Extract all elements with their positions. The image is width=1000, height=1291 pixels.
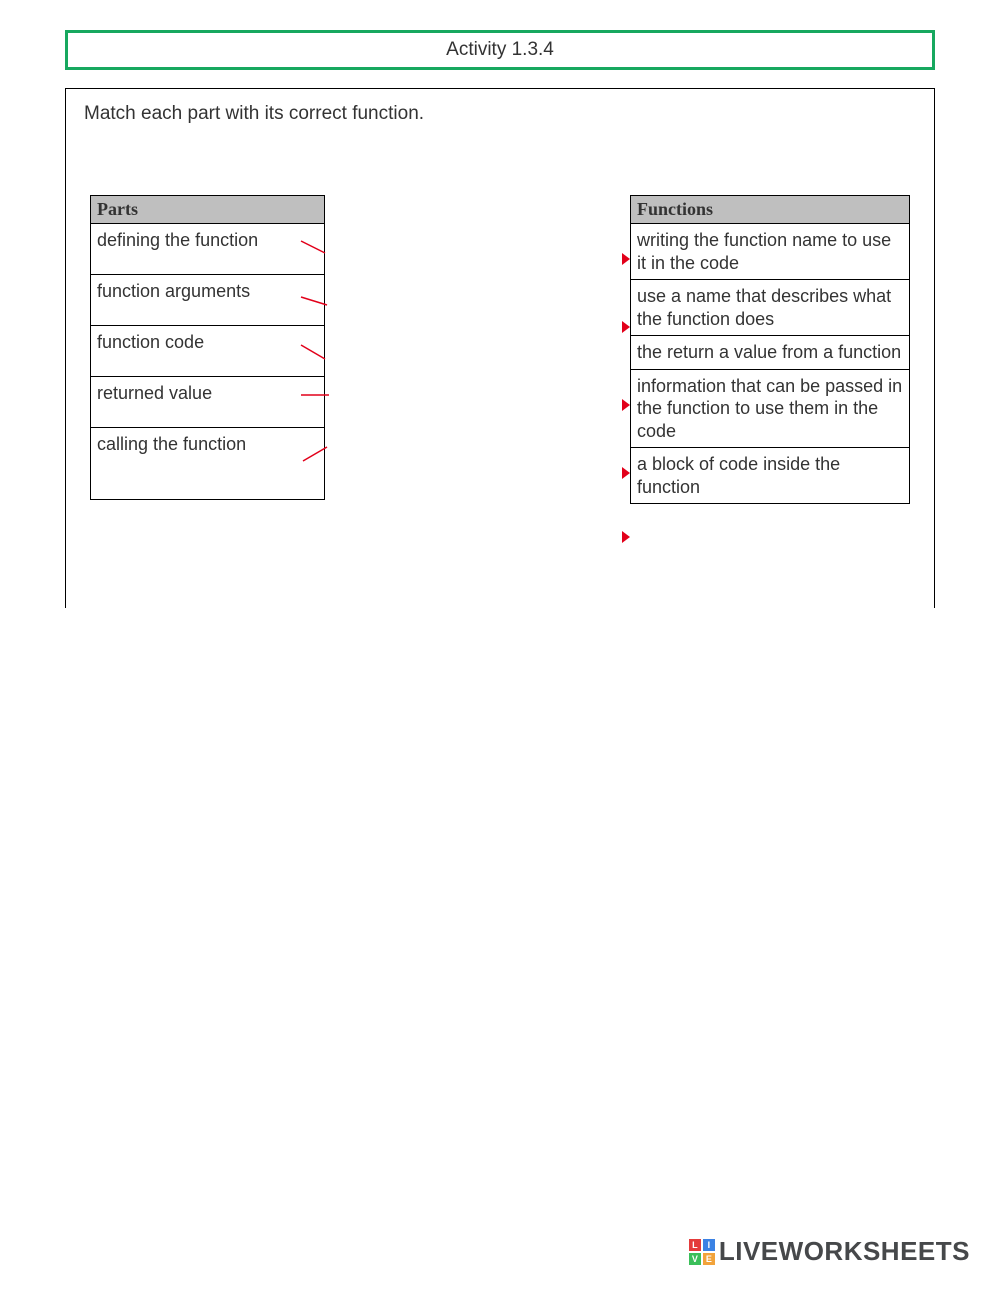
part-item[interactable]: function arguments	[91, 275, 325, 326]
logo-tile: V	[689, 1253, 701, 1265]
functions-table: Functions writing the function name to u…	[630, 195, 910, 504]
part-item[interactable]: returned value	[91, 377, 325, 428]
function-item[interactable]: use a name that describes what the funct…	[631, 280, 910, 336]
part-item[interactable]: defining the function	[91, 224, 325, 275]
activity-title: Activity 1.3.4	[446, 39, 554, 60]
connector-arrow-icon	[622, 531, 630, 543]
parts-column: Parts defining the function function arg…	[90, 195, 325, 504]
part-item[interactable]: calling the function	[91, 428, 325, 500]
connector-arrow-icon	[622, 321, 630, 333]
connector-arrow-icon	[622, 467, 630, 479]
logo-tile: E	[703, 1253, 715, 1265]
functions-column: Functions writing the function name to u…	[630, 195, 910, 504]
worksheet-content: Match each part with its correct functio…	[65, 88, 935, 608]
watermark-text: LIVEWORKSHEETS	[719, 1236, 970, 1267]
watermark-logo-icon: LIVE	[689, 1239, 715, 1265]
logo-tile: I	[703, 1239, 715, 1251]
connector-arrow-icon	[622, 253, 630, 265]
connector-arrow-icon	[622, 399, 630, 411]
logo-tile: L	[689, 1239, 701, 1251]
function-item[interactable]: writing the function name to use it in t…	[631, 224, 910, 280]
activity-header: Activity 1.3.4	[65, 30, 935, 70]
part-item[interactable]: function code	[91, 326, 325, 377]
watermark: LIVE LIVEWORKSHEETS	[689, 1236, 970, 1267]
function-item[interactable]: the return a value from a function	[631, 336, 910, 370]
function-item[interactable]: a block of code inside the function	[631, 448, 910, 504]
functions-header: Functions	[631, 196, 910, 224]
instruction-text: Match each part with its correct functio…	[84, 103, 916, 125]
parts-header: Parts	[91, 196, 325, 224]
function-item[interactable]: information that can be passed in the fu…	[631, 369, 910, 448]
parts-table: Parts defining the function function arg…	[90, 195, 325, 500]
